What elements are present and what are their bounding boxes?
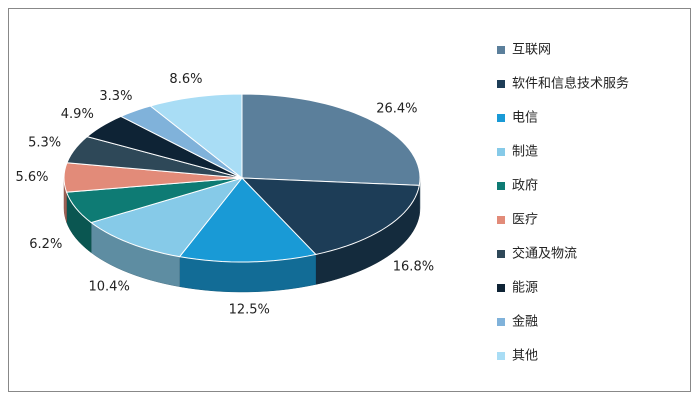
legend-swatch (497, 80, 505, 88)
legend-swatch (497, 216, 505, 224)
slice (66, 136, 243, 179)
value-label: 16.8% (393, 259, 434, 274)
value-label: 3.3% (99, 89, 132, 104)
legend-swatch (497, 250, 505, 258)
legend-label: 交通及物流 (512, 246, 577, 262)
value-label: 12.5% (229, 302, 270, 317)
legend-label: 互联网 (512, 43, 551, 58)
legend-swatch (497, 182, 505, 190)
legend-label: 电信 (512, 111, 538, 126)
legend-swatch (497, 148, 505, 156)
legend-swatch (497, 46, 505, 54)
value-label: 26.4% (376, 102, 417, 117)
legend-swatch (497, 318, 505, 326)
legend-label: 其他 (512, 349, 538, 364)
legend-label: 软件和信息技术服务 (512, 76, 629, 92)
slice (86, 115, 243, 179)
slice (149, 93, 243, 180)
slice (178, 177, 317, 263)
legend-label: 金融 (512, 314, 538, 330)
legend-label: 制造 (512, 145, 538, 160)
slice (241, 93, 421, 186)
legend-label: 医疗 (512, 213, 538, 228)
value-label: 4.9% (61, 107, 94, 122)
legend-swatch (497, 284, 505, 292)
value-label: 8.6% (169, 72, 202, 87)
slice (240, 177, 420, 256)
legend-label: 能源 (512, 281, 538, 296)
value-label: 10.4% (89, 279, 130, 294)
slice (89, 177, 244, 258)
value-label: 5.6% (15, 170, 48, 185)
slice (63, 162, 243, 193)
legend-swatch (497, 352, 505, 360)
legend-label: 政府 (512, 179, 538, 194)
value-label: 5.3% (28, 136, 61, 151)
slice (119, 105, 243, 179)
legend-swatch (497, 114, 505, 122)
value-label: 6.2% (29, 237, 62, 252)
slice (65, 177, 243, 224)
